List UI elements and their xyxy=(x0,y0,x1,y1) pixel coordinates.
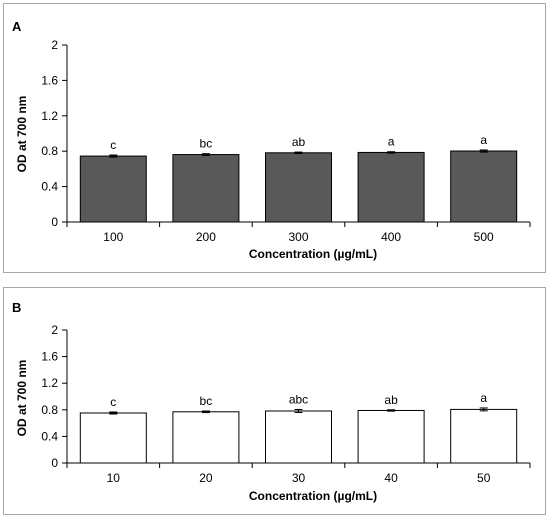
x-tick-label-b: 10 xyxy=(107,471,121,485)
y-tick-label-b: 1.2 xyxy=(41,376,58,390)
y-tick-label-b: 0 xyxy=(51,456,58,470)
x-tick-label-b: 50 xyxy=(477,471,491,485)
y-tick-label-b: 2 xyxy=(51,323,58,337)
significance-label-a: a xyxy=(480,133,487,147)
chart-panel-a: A 0 0.4 0.8 1.2 1.6 2 c 100 bc 200 ab 300 a 400 a 500 C… xyxy=(3,3,546,273)
bar-a xyxy=(265,152,332,223)
x-tick-label-b: 40 xyxy=(384,471,398,485)
significance-label-a: c xyxy=(110,138,116,152)
significance-label-a: bc xyxy=(200,137,213,151)
significance-label-b: c xyxy=(110,395,116,409)
x-tick-label-b: 30 xyxy=(292,471,306,485)
bar-b xyxy=(450,408,518,464)
bar-a xyxy=(357,151,425,223)
y-tick-label-b: 0.4 xyxy=(41,429,58,443)
bar-b xyxy=(357,409,425,464)
bar-b xyxy=(265,410,332,464)
x-tick-label-a: 300 xyxy=(288,230,308,244)
y-tick-label-a: 1.2 xyxy=(41,109,58,123)
significance-label-a: a xyxy=(388,135,395,149)
y-tick-label-a: 1.6 xyxy=(41,73,58,87)
x-axis-title-b: Concentration (µg/mL) xyxy=(249,489,377,503)
significance-label-b: bc xyxy=(200,394,213,408)
x-tick-label-a: 100 xyxy=(103,230,123,244)
x-tick-label-a: 200 xyxy=(196,230,216,244)
bar-a xyxy=(172,154,240,223)
y-tick-label-b: 0.8 xyxy=(41,403,58,417)
bar-b xyxy=(79,412,147,464)
x-axis-title-a: Concentration (µg/mL) xyxy=(249,247,377,261)
plot-area-b: 0 0.4 0.8 1.2 1.6 2 c 10 bc 20 abc 30 ab 40 a 50 xyxy=(41,323,531,485)
significance-label-a: ab xyxy=(292,135,306,149)
y-axis-title-a: OD at 700 nm xyxy=(15,96,29,173)
bar-a xyxy=(79,155,147,223)
y-tick-label-a: 0 xyxy=(51,215,58,229)
y-tick-label-a: 0.4 xyxy=(41,180,58,194)
y-tick-label-a: 2 xyxy=(51,38,58,52)
y-axis-title-b: OD at 700 nm xyxy=(15,360,29,437)
y-tick-label-b: 1.6 xyxy=(41,350,58,364)
panel-label-a: A xyxy=(12,19,22,34)
significance-label-b: abc xyxy=(289,393,308,407)
chart-panel-b: B 0 0.4 0.8 1.2 1.6 2 c 10 bc 20 abc 30 ab 40 a 50 Conc… xyxy=(3,287,546,515)
bar-b xyxy=(172,411,240,464)
bar-a xyxy=(450,150,518,223)
x-tick-label-a: 400 xyxy=(381,230,401,244)
x-tick-label-a: 500 xyxy=(474,230,494,244)
chart-a: A 0 0.4 0.8 1.2 1.6 2 c 100 bc 200 ab 300 a 400 a 500 C… xyxy=(12,19,531,261)
significance-label-b: a xyxy=(480,391,487,405)
x-tick-label-b: 20 xyxy=(199,471,213,485)
plot-area-a: 0 0.4 0.8 1.2 1.6 2 c 100 bc 200 ab 300 a 400 a 500 xyxy=(41,38,531,244)
y-tick-label-a: 0.8 xyxy=(41,144,58,158)
panel-label-b: B xyxy=(12,300,21,315)
chart-b: B 0 0.4 0.8 1.2 1.6 2 c 10 bc 20 abc 30 ab 40 a 50 Conc… xyxy=(12,300,531,503)
significance-label-b: ab xyxy=(384,393,398,407)
